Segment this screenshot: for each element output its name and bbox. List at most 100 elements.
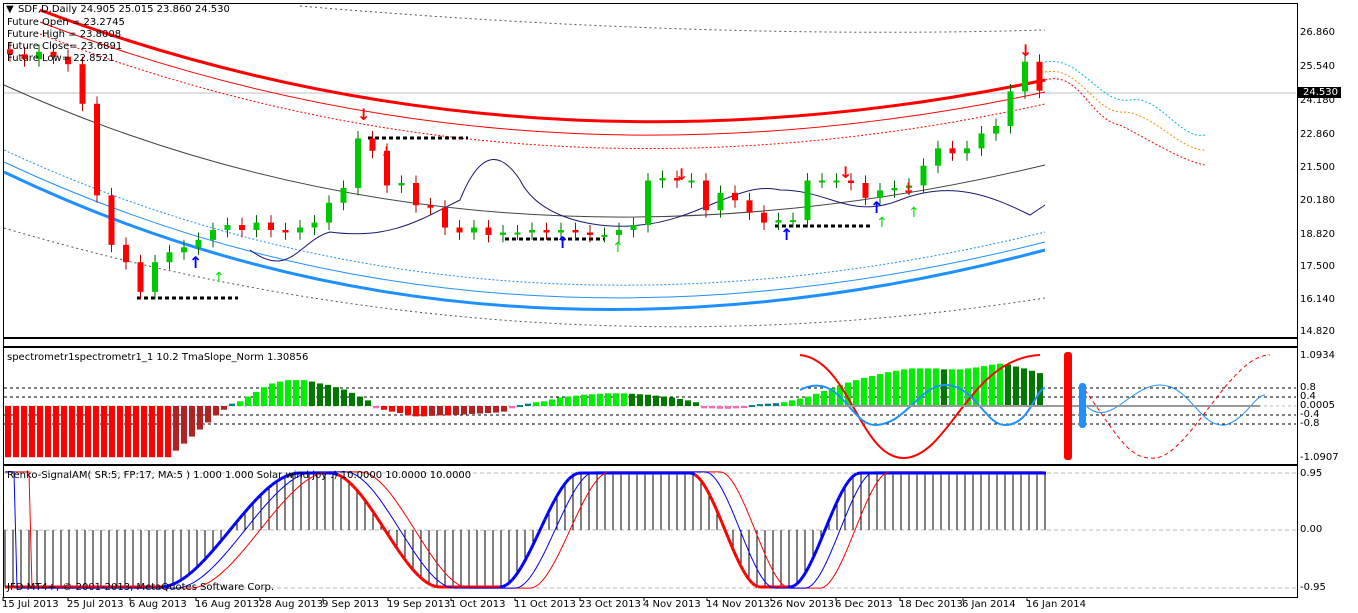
histogram-bar <box>765 403 771 406</box>
price-panel[interactable] <box>3 3 1298 338</box>
copyright: JFD MT4+, © 2001-2013, MetaQuotes Softwa… <box>7 582 275 593</box>
renko-thick-line <box>837 491 844 499</box>
future-close: Future Close= 23.6891 <box>7 41 123 52</box>
candle-body <box>920 165 927 186</box>
renko-thick-line <box>252 497 259 503</box>
renko-thick-line <box>793 582 798 588</box>
date-label: 15 Jul 2013 <box>2 599 59 610</box>
histogram-bar <box>621 393 627 406</box>
histogram-bar <box>861 377 867 406</box>
renko-thick-line <box>568 475 573 480</box>
renko-thick-line <box>163 584 168 589</box>
candle-body <box>427 205 434 208</box>
histogram-bar <box>69 406 75 458</box>
renko-thick-line <box>357 491 364 498</box>
renko-thick-line <box>751 581 756 587</box>
histogram-bar <box>1029 370 1035 406</box>
candle-body <box>137 262 144 292</box>
histogram-bar <box>1037 373 1043 406</box>
renko-thick-line <box>337 473 342 478</box>
future-high: Future High = 23.8008 <box>7 29 122 40</box>
candle-body <box>166 252 173 263</box>
renko-thick-line <box>207 550 214 556</box>
renko-thick-line <box>574 471 579 476</box>
histogram-bar <box>157 406 163 458</box>
candle-body <box>195 239 202 248</box>
renko-thick-line <box>414 572 421 578</box>
renko-thick-line <box>735 557 742 566</box>
histogram-bar <box>21 406 27 458</box>
histogram-bar <box>525 403 531 406</box>
blue-signal-bar <box>1079 383 1086 428</box>
sell-arrow-icon: ↓ <box>675 165 688 184</box>
histogram-bar <box>773 403 779 406</box>
candle-body <box>239 225 245 231</box>
histogram-bar <box>245 396 251 406</box>
histogram-bar <box>901 369 907 406</box>
renko-thick-line <box>184 573 189 579</box>
histogram-bar <box>133 406 139 458</box>
histogram-bar <box>909 368 915 406</box>
renko-thick-line <box>571 473 576 478</box>
buy-arrow-icon: ↑ <box>189 253 202 272</box>
renko-thick-line <box>433 584 438 589</box>
histogram-bar <box>341 389 347 406</box>
candle-body <box>326 202 332 223</box>
renko-thick-line <box>846 477 853 483</box>
candle-body <box>616 230 622 235</box>
candle-body <box>65 56 71 65</box>
histogram-bar <box>373 406 379 409</box>
renko-thick-line <box>216 539 223 546</box>
future-low: Future Low= 22.8521 <box>7 53 115 64</box>
date-label: 18 Dec 2013 <box>899 599 963 610</box>
histogram-bar <box>757 404 763 407</box>
renko-tick: -0.95 <box>1300 582 1326 593</box>
histogram-bar <box>893 370 899 406</box>
histogram-bar <box>565 396 571 406</box>
candle-body <box>297 227 303 233</box>
renko-thick-line <box>790 584 795 589</box>
renko-thick-line <box>561 481 568 488</box>
histogram-bar <box>733 406 739 409</box>
spec-tick: -0.4 <box>1300 409 1320 420</box>
spectrometer-histogram <box>5 363 1043 458</box>
histogram-bar <box>469 406 475 414</box>
histogram-bar <box>997 363 1003 406</box>
renko-thick-line <box>522 556 529 564</box>
renko-thick-line <box>843 481 850 488</box>
renko-thick-line <box>192 566 199 572</box>
renko-thick-line <box>738 563 745 571</box>
histogram-bar <box>37 406 43 458</box>
price-tick: 18.820 <box>1300 229 1335 240</box>
spectrometer-label: spectrometr1spectrometr1_1 10.2 TmaSlope… <box>7 352 309 363</box>
candle-body <box>224 225 231 231</box>
renko-thick-line <box>187 571 192 577</box>
date-label: 4 Nov 2013 <box>643 599 701 610</box>
renko-thick-line <box>369 507 376 514</box>
histogram-bar <box>29 406 35 458</box>
renko-thick-line <box>816 539 823 548</box>
histogram-bar <box>53 406 59 458</box>
buy-hint-arrow-icon: ↑ <box>908 205 920 221</box>
renko-thick-line <box>190 568 195 574</box>
histogram-bar <box>325 384 331 406</box>
current-price-label: 24.530 <box>1297 87 1341 98</box>
renko-thick-line <box>552 495 559 503</box>
renko-thick-line <box>390 539 397 547</box>
histogram-bar <box>85 406 91 458</box>
renko-blue-line <box>5 471 1043 589</box>
renko-thick-line <box>408 565 415 571</box>
renko-thick-line <box>732 550 739 559</box>
histogram-bar <box>61 406 67 458</box>
histogram-bar <box>477 406 483 414</box>
histogram-bar <box>581 394 587 406</box>
renko-thick-line <box>699 479 706 486</box>
histogram-bar <box>725 406 731 409</box>
sell-arrow-icon: ↓ <box>839 163 852 182</box>
date-label: 16 Aug 2013 <box>195 599 260 610</box>
candle-body <box>587 232 593 235</box>
histogram-bar <box>677 398 683 406</box>
renko-thick-line <box>258 491 265 497</box>
chart-menu-icon[interactable]: ▼ <box>6 4 14 15</box>
